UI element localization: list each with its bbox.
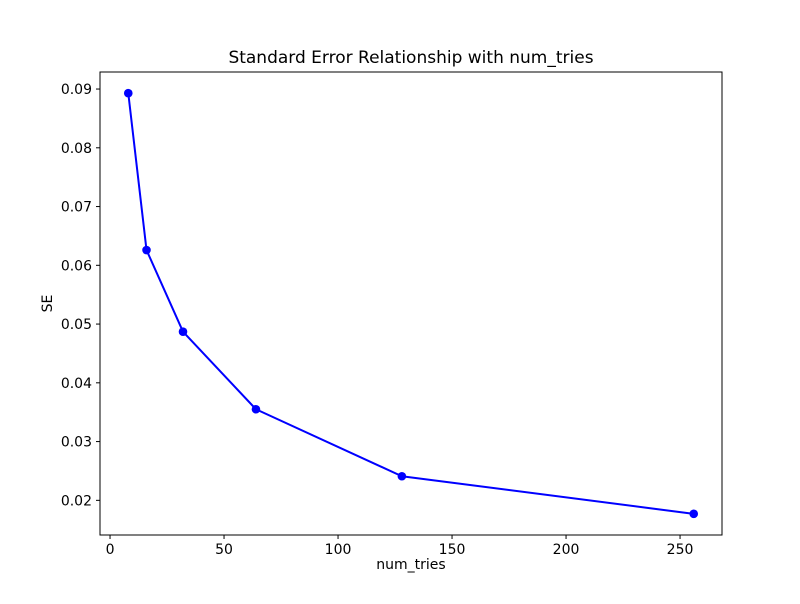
chart-title: Standard Error Relationship with num_tri…: [228, 48, 593, 68]
x-tick-label: 0: [106, 542, 115, 558]
series-line: [127, 92, 695, 515]
data-point-marker: [397, 471, 407, 481]
x-tick-label: 50: [215, 542, 233, 558]
data-point-marker: [142, 245, 151, 255]
axes-spine: [99, 71, 723, 536]
y-tick-label: 0.03: [61, 435, 92, 451]
y-tick-label: 0.05: [61, 317, 92, 333]
data-point-marker: [689, 509, 699, 519]
y-tick-label: 0.06: [61, 258, 92, 274]
x-tick-label: 100: [325, 542, 352, 558]
x-axis-label: num_tries: [376, 557, 445, 573]
y-tick-label: 0.07: [61, 200, 92, 216]
plot-area: [100, 72, 722, 535]
x-tick-label: 250: [667, 542, 694, 558]
y-tick-label: 0.09: [61, 82, 92, 98]
y-tick-label: 0.08: [61, 141, 92, 157]
y-axis-label: SE: [40, 295, 56, 313]
y-tick-label: 0.02: [61, 493, 92, 509]
y-tick-label: 0.04: [61, 376, 92, 392]
x-tick-label: 150: [439, 542, 466, 558]
data-point-marker: [178, 327, 188, 337]
data-point-marker: [123, 88, 133, 98]
x-tick-label: 200: [553, 542, 580, 558]
data-point-marker: [251, 404, 261, 414]
